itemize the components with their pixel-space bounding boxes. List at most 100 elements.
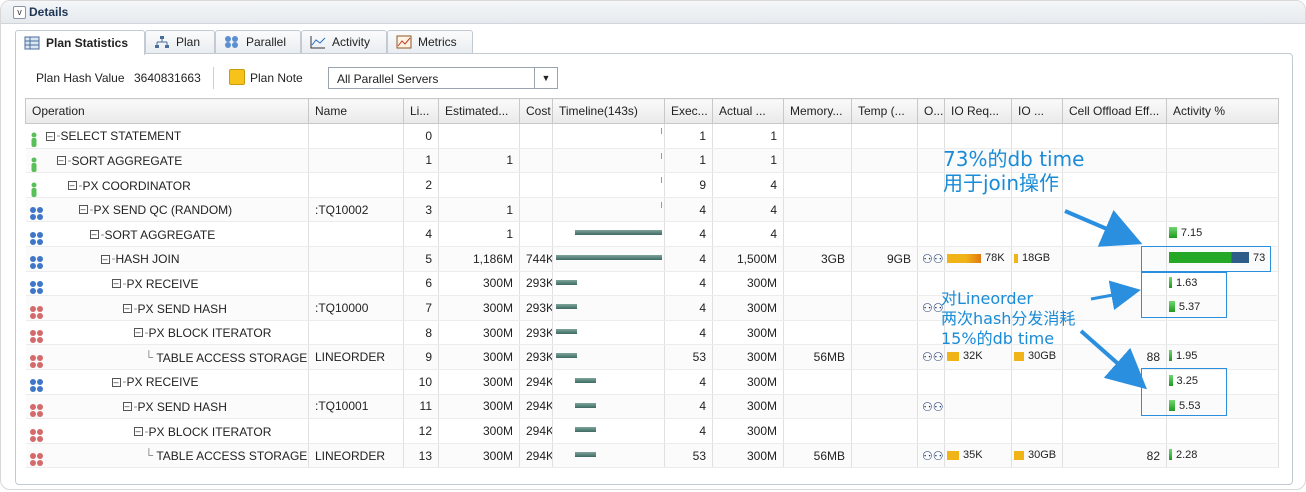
table-row[interactable]: – -HASH JOIN 5 1,186M 744K 4 1,500M 3GB 9GB ⚇⚇ 78K… [25,246,1279,272]
column-header[interactable]: Activity % [1166,98,1279,124]
activity-bar [1169,448,1172,460]
temp-cell [851,418,918,444]
temp-cell [851,394,918,420]
operation-name: SORT AGGREGATE [71,153,183,168]
column-header[interactable]: Temp (... [851,98,918,124]
executions-cell: 9 [664,172,713,198]
actual-rows-cell: 4 [712,172,784,198]
column-header[interactable]: O... [917,98,945,124]
activity-value: 73 [1253,251,1266,264]
line-id-cell: 7 [403,295,439,321]
io-requests-bar [947,352,959,362]
binoculars-icon[interactable]: ⚇⚇ [922,301,944,316]
activity-cell: 73 [1166,246,1279,272]
tab-metrics[interactable]: Metrics [387,30,473,53]
table-row[interactable]: – -PX SEND QC (RANDOM):TQ10002 3 1 4 4 [25,197,1279,223]
plan-note-link[interactable]: Plan Note [250,71,303,85]
memory-cell [783,172,852,198]
tab-plan-statistics[interactable]: Plan Statistics [15,30,145,55]
collapse-node-icon[interactable]: – [56,155,66,166]
collapse-node-icon[interactable]: – [89,229,99,240]
column-header[interactable]: Timeline(143s) [552,98,665,124]
collapse-node-icon[interactable]: – [100,253,110,264]
activity-cell [1166,418,1279,444]
table-row[interactable]: – -SORT AGGREGATE 1 1 1 1 [25,148,1279,174]
details-header[interactable]: v Details [1,1,1305,24]
column-header[interactable]: Cost [519,98,553,124]
dropdown-arrow-icon[interactable]: ▼ [534,68,557,88]
column-header[interactable]: Actual ... [712,98,784,124]
table-row[interactable]: – -PX SEND HASH:TQ10000 7 300M 293K 4 300M ⚇⚇ 5.… [25,295,1279,321]
actual-rows-cell: 300M [712,443,784,469]
offload-cell [917,271,945,297]
timeline-bar [556,254,662,260]
note-icon[interactable] [229,69,245,85]
io-requests-value: 35K [963,448,983,461]
collapse-node-icon[interactable]: – [111,376,121,387]
line-chart-icon [310,35,326,49]
table-row[interactable]: – -PX COORDINATOR 2 9 4 [25,172,1279,198]
table-row[interactable]: – -PX BLOCK ITERATOR 12 300M 294K 4 300M [25,418,1279,444]
binoculars-icon[interactable]: ⚇⚇ [922,350,944,365]
estimated-rows-cell: 300M [438,418,520,444]
cell-offload-cell [1062,320,1167,346]
collapse-node-icon[interactable]: – [67,179,77,190]
table-row[interactable]: – -PX RECEIVE 6 300M 293K 4 300M 1.63 [25,271,1279,297]
tab-label: Plan Statistics [46,36,129,50]
binoculars-icon[interactable]: ⚇⚇ [922,251,944,266]
table-row[interactable]: └ TABLE ACCESS STORAGE ... LINEORDER 9 300M… [25,344,1279,370]
cost-cell: 294K [519,369,553,395]
binoculars-icon[interactable]: ⚇⚇ [922,448,944,463]
tab-activity[interactable]: Activity [301,30,387,53]
activity-cell: 3.25 [1166,369,1279,395]
memory-cell [783,197,852,223]
column-header[interactable]: Operation [25,98,309,124]
table-row[interactable]: – -PX BLOCK ITERATOR 8 300M 293K 4 300M [25,320,1279,346]
tab-plan[interactable]: Plan [145,30,215,53]
temp-cell [851,295,918,321]
column-header[interactable]: Cell Offload Eff... [1062,98,1167,124]
io-requests-cell [944,172,1012,198]
collapse-node-icon[interactable]: – [45,130,55,141]
column-header[interactable]: IO ... [1011,98,1063,124]
table-row[interactable]: └ TABLE ACCESS STORAGE ... LINEORDER 13 300… [25,443,1279,469]
actual-rows-cell: 300M [712,295,784,321]
memory-cell [783,320,852,346]
table-row[interactable]: – -PX SEND HASH:TQ10001 11 300M 294K 4 300M ⚇⚇ 5… [25,394,1279,420]
io-requests-cell [944,197,1012,223]
column-header[interactable]: IO Req... [944,98,1012,124]
parallel-server-select[interactable]: All Parallel Servers ▼ [328,67,558,89]
column-header[interactable]: Exec... [664,98,713,124]
activity-cell [1166,172,1279,198]
arrow-to-hash2 [1079,329,1147,390]
timeline-cell [552,197,665,223]
tab-parallel[interactable]: Parallel [215,30,301,53]
operation-name: SELECT STATEMENT [60,129,182,144]
temp-cell [851,443,918,469]
timeline-bar [575,402,597,408]
timeline-bar [556,328,578,334]
column-header[interactable]: Memory... [783,98,852,124]
io-requests-cell: 78K [944,246,1012,272]
io-requests-cell [944,394,1012,420]
parallel-server-icon [29,206,45,221]
collapse-node-icon[interactable]: – [111,278,121,289]
collapse-node-icon[interactable]: – [122,401,132,412]
column-header[interactable]: Li... [403,98,439,124]
collapse-node-icon[interactable]: – [133,327,143,338]
collapse-node-icon[interactable]: – [122,302,132,313]
column-header[interactable]: Name [308,98,404,124]
parallel-server-icon [29,354,45,369]
table-row[interactable]: – -PX RECEIVE 10 300M 294K 4 300M 3.25 [25,369,1279,395]
collapse-node-icon[interactable]: – [78,204,88,215]
binoculars-icon[interactable]: ⚇⚇ [922,399,944,414]
object-name-cell [308,320,404,346]
column-header[interactable]: Estimated... [438,98,520,124]
collapse-node-icon[interactable]: – [133,425,143,436]
table-row[interactable]: – -SORT AGGREGATE 4 1 4 4 7.15 [25,221,1279,247]
collapse-toggle-icon[interactable]: v [13,6,26,19]
io-requests-cell [944,271,1012,297]
table-row[interactable]: – -SELECT STATEMENT 0 1 1 [25,123,1279,149]
estimated-rows-cell: 300M [438,271,520,297]
offload-cell [917,320,945,346]
